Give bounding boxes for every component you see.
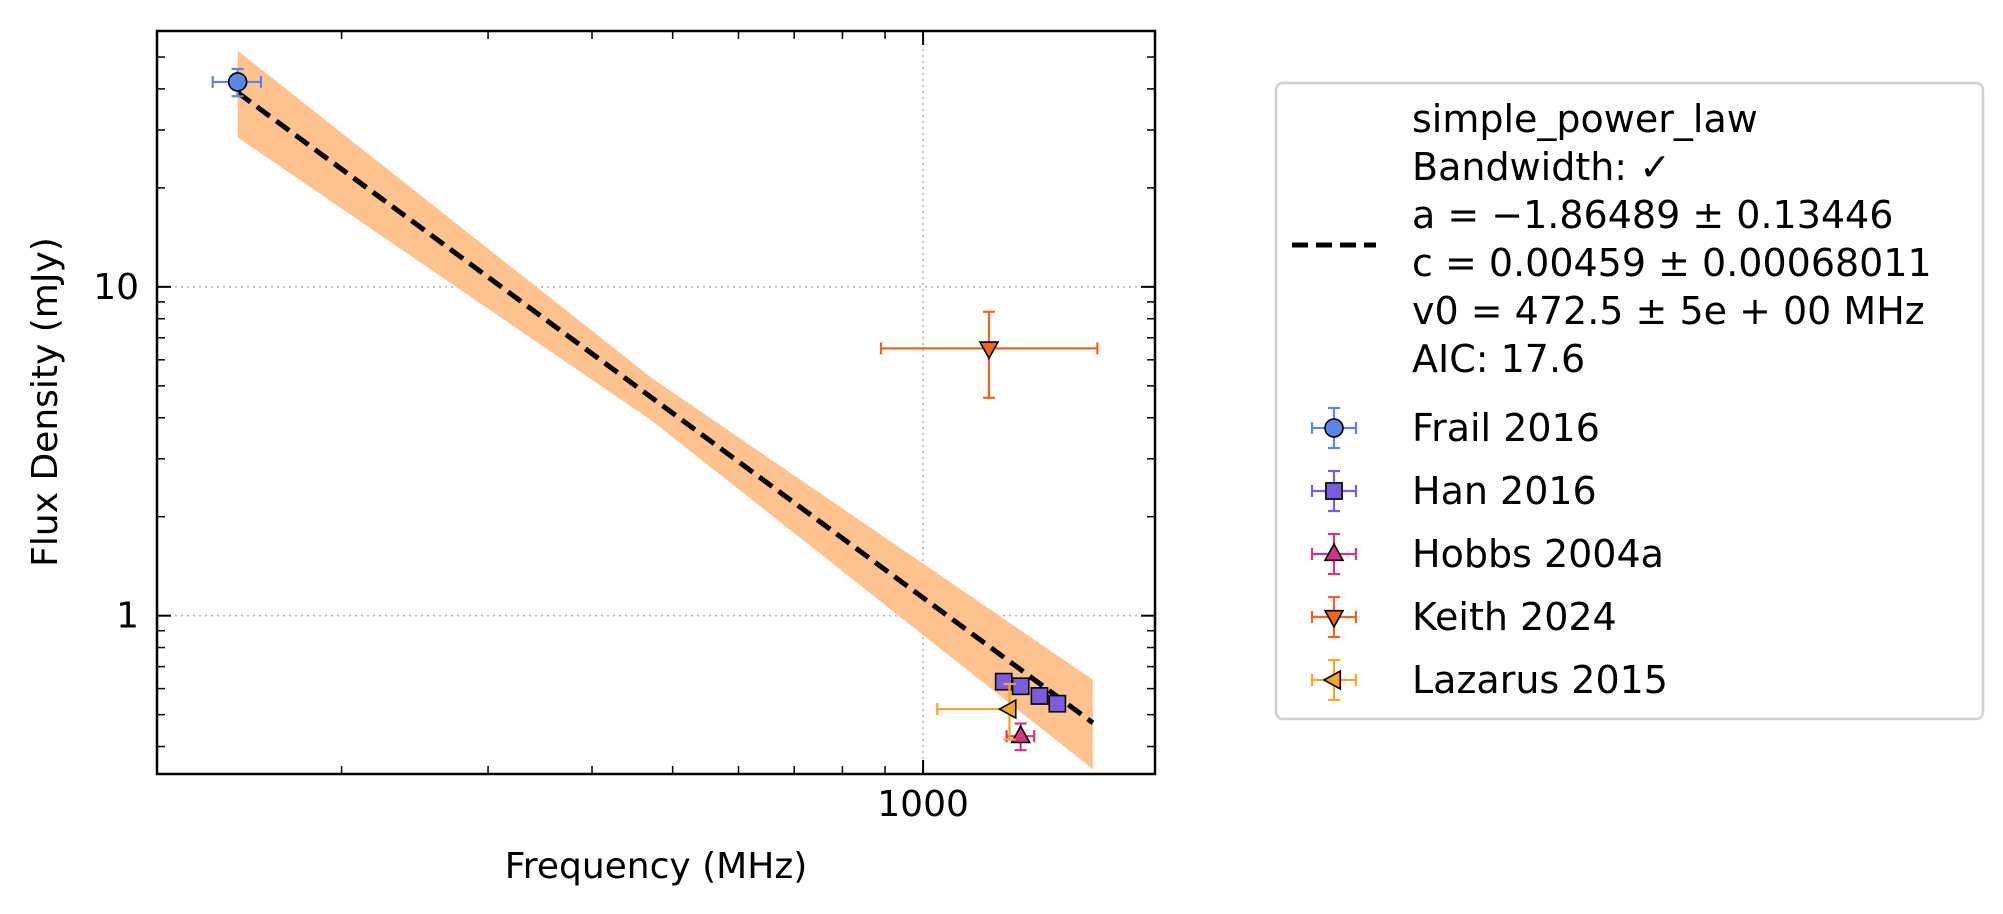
legend-handle-han-2016: [1310, 469, 1358, 513]
legend-fit-line-3: a = −1.86489 ± 0.13446: [1412, 193, 1893, 237]
data-point: [997, 698, 1017, 720]
legend-marker: [1323, 609, 1345, 629]
legend-handle-frail-2016: [1310, 406, 1358, 450]
legend-label-frail-2016: Frail 2016: [1412, 406, 1600, 450]
x-axis-label: Frequency (MHz): [505, 846, 808, 887]
legend-marker: [1322, 669, 1342, 691]
data-point: [1030, 687, 1049, 705]
data-point: [227, 72, 248, 92]
legend-marker: [1325, 482, 1343, 500]
series-lazarus-2015: [936, 682, 1017, 741]
data-point: [1011, 677, 1030, 696]
legend-label-lazarus-2015: Lazarus 2015: [1412, 658, 1668, 702]
legend-frame: [1274, 81, 1985, 721]
legend-label-keith-2024: Keith 2024: [1412, 595, 1617, 639]
fit-line: [236, 90, 1095, 725]
legend-marker: [1323, 542, 1345, 562]
legend-handle-keith-2024: [1310, 595, 1358, 639]
legend-fit-line-5: v0 = 472.5 ± 5e + 00 MHz: [1412, 289, 1925, 333]
series-frail-2016: [211, 67, 263, 98]
data-point: [1010, 724, 1032, 744]
legend-fit-line-6: AIC: 17.6: [1412, 337, 1585, 381]
y-tick-label: 10: [93, 267, 139, 308]
series-hobbs-2004a: [1005, 722, 1036, 752]
legend-fit-line-2: Bandwidth: ✓: [1412, 145, 1671, 189]
legend-fit-line-1: simple_power_law: [1412, 97, 1758, 141]
legend-handle-lazarus-2015: [1310, 658, 1358, 702]
data-point: [978, 341, 1000, 360]
series-keith-2024: [879, 310, 1099, 399]
legend-handle-hobbs-2004a: [1310, 532, 1358, 576]
data-point: [1048, 694, 1067, 713]
plot-frame: [155, 29, 1157, 776]
y-tick-label: 1: [116, 596, 139, 637]
series-han-2016: [994, 672, 1067, 713]
legend-label-hobbs-2004a: Hobbs 2004a: [1412, 532, 1664, 576]
legend-fit-line-4: c = 0.00459 ± 0.00068011: [1412, 241, 1932, 285]
legend-marker: [1324, 418, 1344, 438]
grid: [157, 31, 1155, 774]
y-axis-label: Flux Density (mJy): [25, 237, 66, 567]
legend-label-han-2016: Han 2016: [1412, 469, 1597, 513]
legend: simple_power_law Bandwidth: ✓ a = −1.864…: [1274, 81, 1985, 721]
x-tick-label: 1000: [877, 784, 969, 825]
